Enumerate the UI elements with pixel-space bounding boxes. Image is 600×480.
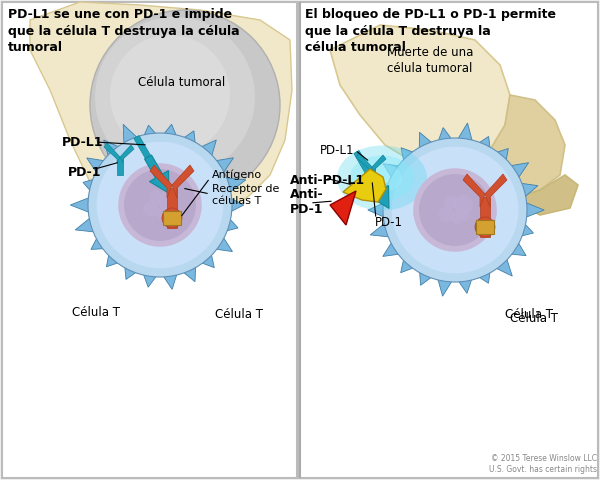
Polygon shape [476,220,494,234]
Text: PD-1: PD-1 [68,166,101,179]
Text: Antígeno: Antígeno [212,170,262,180]
Circle shape [143,201,159,217]
Polygon shape [365,170,389,208]
Circle shape [156,207,168,219]
Polygon shape [145,155,169,193]
Text: El bloqueo de PD-L1 o PD-1 permite
que la célula T destruya la
célula tumoral: El bloqueo de PD-L1 o PD-1 permite que l… [305,8,556,54]
Polygon shape [372,155,386,173]
Circle shape [97,142,223,268]
Circle shape [118,163,202,247]
Circle shape [444,195,458,209]
Polygon shape [455,95,565,200]
Circle shape [165,206,175,216]
Polygon shape [470,195,510,215]
Polygon shape [167,188,177,228]
Text: Célula tumoral: Célula tumoral [139,75,226,88]
FancyBboxPatch shape [299,2,598,478]
Text: Célula T: Célula T [72,305,120,319]
Text: Muerte de una
célula tumoral: Muerte de una célula tumoral [387,46,473,74]
Polygon shape [330,191,356,225]
Text: PD-L1: PD-L1 [62,135,104,148]
Circle shape [88,133,232,277]
Circle shape [475,217,495,237]
Polygon shape [150,165,172,198]
Circle shape [392,147,518,274]
Circle shape [165,211,179,225]
Circle shape [149,190,163,204]
Polygon shape [120,145,134,163]
Polygon shape [70,124,246,289]
Circle shape [162,208,182,228]
Circle shape [124,169,196,241]
Circle shape [460,211,470,221]
Circle shape [110,35,230,155]
Ellipse shape [122,201,198,216]
Text: Célula T: Célula T [510,312,558,324]
Polygon shape [368,123,544,296]
Polygon shape [485,174,507,207]
Polygon shape [163,211,181,225]
Polygon shape [356,153,372,173]
FancyBboxPatch shape [2,2,297,478]
Text: Célula T: Célula T [215,309,263,322]
Text: PD-1: PD-1 [375,216,403,228]
Ellipse shape [337,145,427,211]
Circle shape [478,220,492,234]
Circle shape [453,195,473,215]
Text: Anti-
PD-1: Anti- PD-1 [290,188,323,216]
Polygon shape [30,2,292,222]
Polygon shape [410,150,480,185]
Circle shape [383,138,527,282]
Circle shape [438,206,454,222]
Text: Célula T: Célula T [505,309,553,322]
Text: © 2015 Terese Winslow LLC
U.S. Govt. has certain rights: © 2015 Terese Winslow LLC U.S. Govt. has… [489,454,597,474]
Polygon shape [369,167,375,185]
Polygon shape [510,175,578,215]
Polygon shape [330,25,510,168]
Text: PD-L1: PD-L1 [320,144,355,156]
Circle shape [90,10,280,200]
Polygon shape [480,197,490,237]
Ellipse shape [349,156,415,201]
Circle shape [95,17,255,177]
Polygon shape [172,165,194,198]
Polygon shape [117,157,123,175]
Text: PD-L1 se une con PD-1 e impide
que la célula T destruya la célula
tumoral: PD-L1 se une con PD-1 e impide que la cé… [8,8,239,54]
Circle shape [451,212,463,224]
Text: Anti-PD-L1: Anti-PD-L1 [290,173,365,187]
Circle shape [413,168,497,252]
Circle shape [158,190,178,210]
Polygon shape [463,174,485,207]
Polygon shape [354,151,371,173]
Circle shape [419,174,491,246]
Ellipse shape [417,205,493,222]
Polygon shape [104,143,120,163]
Polygon shape [134,135,151,158]
Ellipse shape [362,164,402,192]
Polygon shape [343,169,386,202]
Text: Receptor de
células T: Receptor de células T [212,184,280,206]
